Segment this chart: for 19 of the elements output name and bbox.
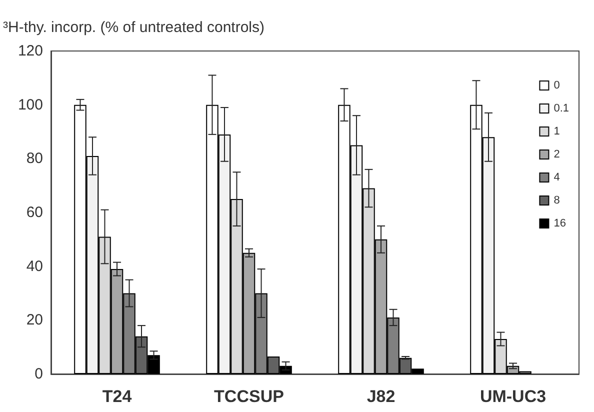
x-tick-label: UM-UC3 <box>480 387 546 406</box>
y-tick-label: 100 <box>18 96 43 114</box>
y-axis-title: ³H-thy. incorp. (% of untreated controls) <box>3 19 264 36</box>
x-tick-label: TCCSUP <box>214 387 284 406</box>
y-tick-label: 40 <box>26 258 43 275</box>
legend-label: 1 <box>554 126 560 138</box>
legend-label: 0 <box>554 80 560 92</box>
y-tick-label: 120 <box>18 42 43 60</box>
legend-label: 8 <box>554 194 560 206</box>
legend-label: 4 <box>554 172 560 184</box>
x-tick-label: J82 <box>366 387 396 406</box>
y-tick-label: 60 <box>26 204 43 221</box>
legend-label: 2 <box>554 148 560 160</box>
legend-label: 16 <box>554 218 566 230</box>
x-tick-label: T24 <box>102 387 132 406</box>
legend-label: 0.1 <box>554 102 570 114</box>
y-tick-label: 0 <box>34 366 43 382</box>
y-tick-label: 80 <box>26 150 43 168</box>
y-tick-label: 20 <box>26 312 43 329</box>
